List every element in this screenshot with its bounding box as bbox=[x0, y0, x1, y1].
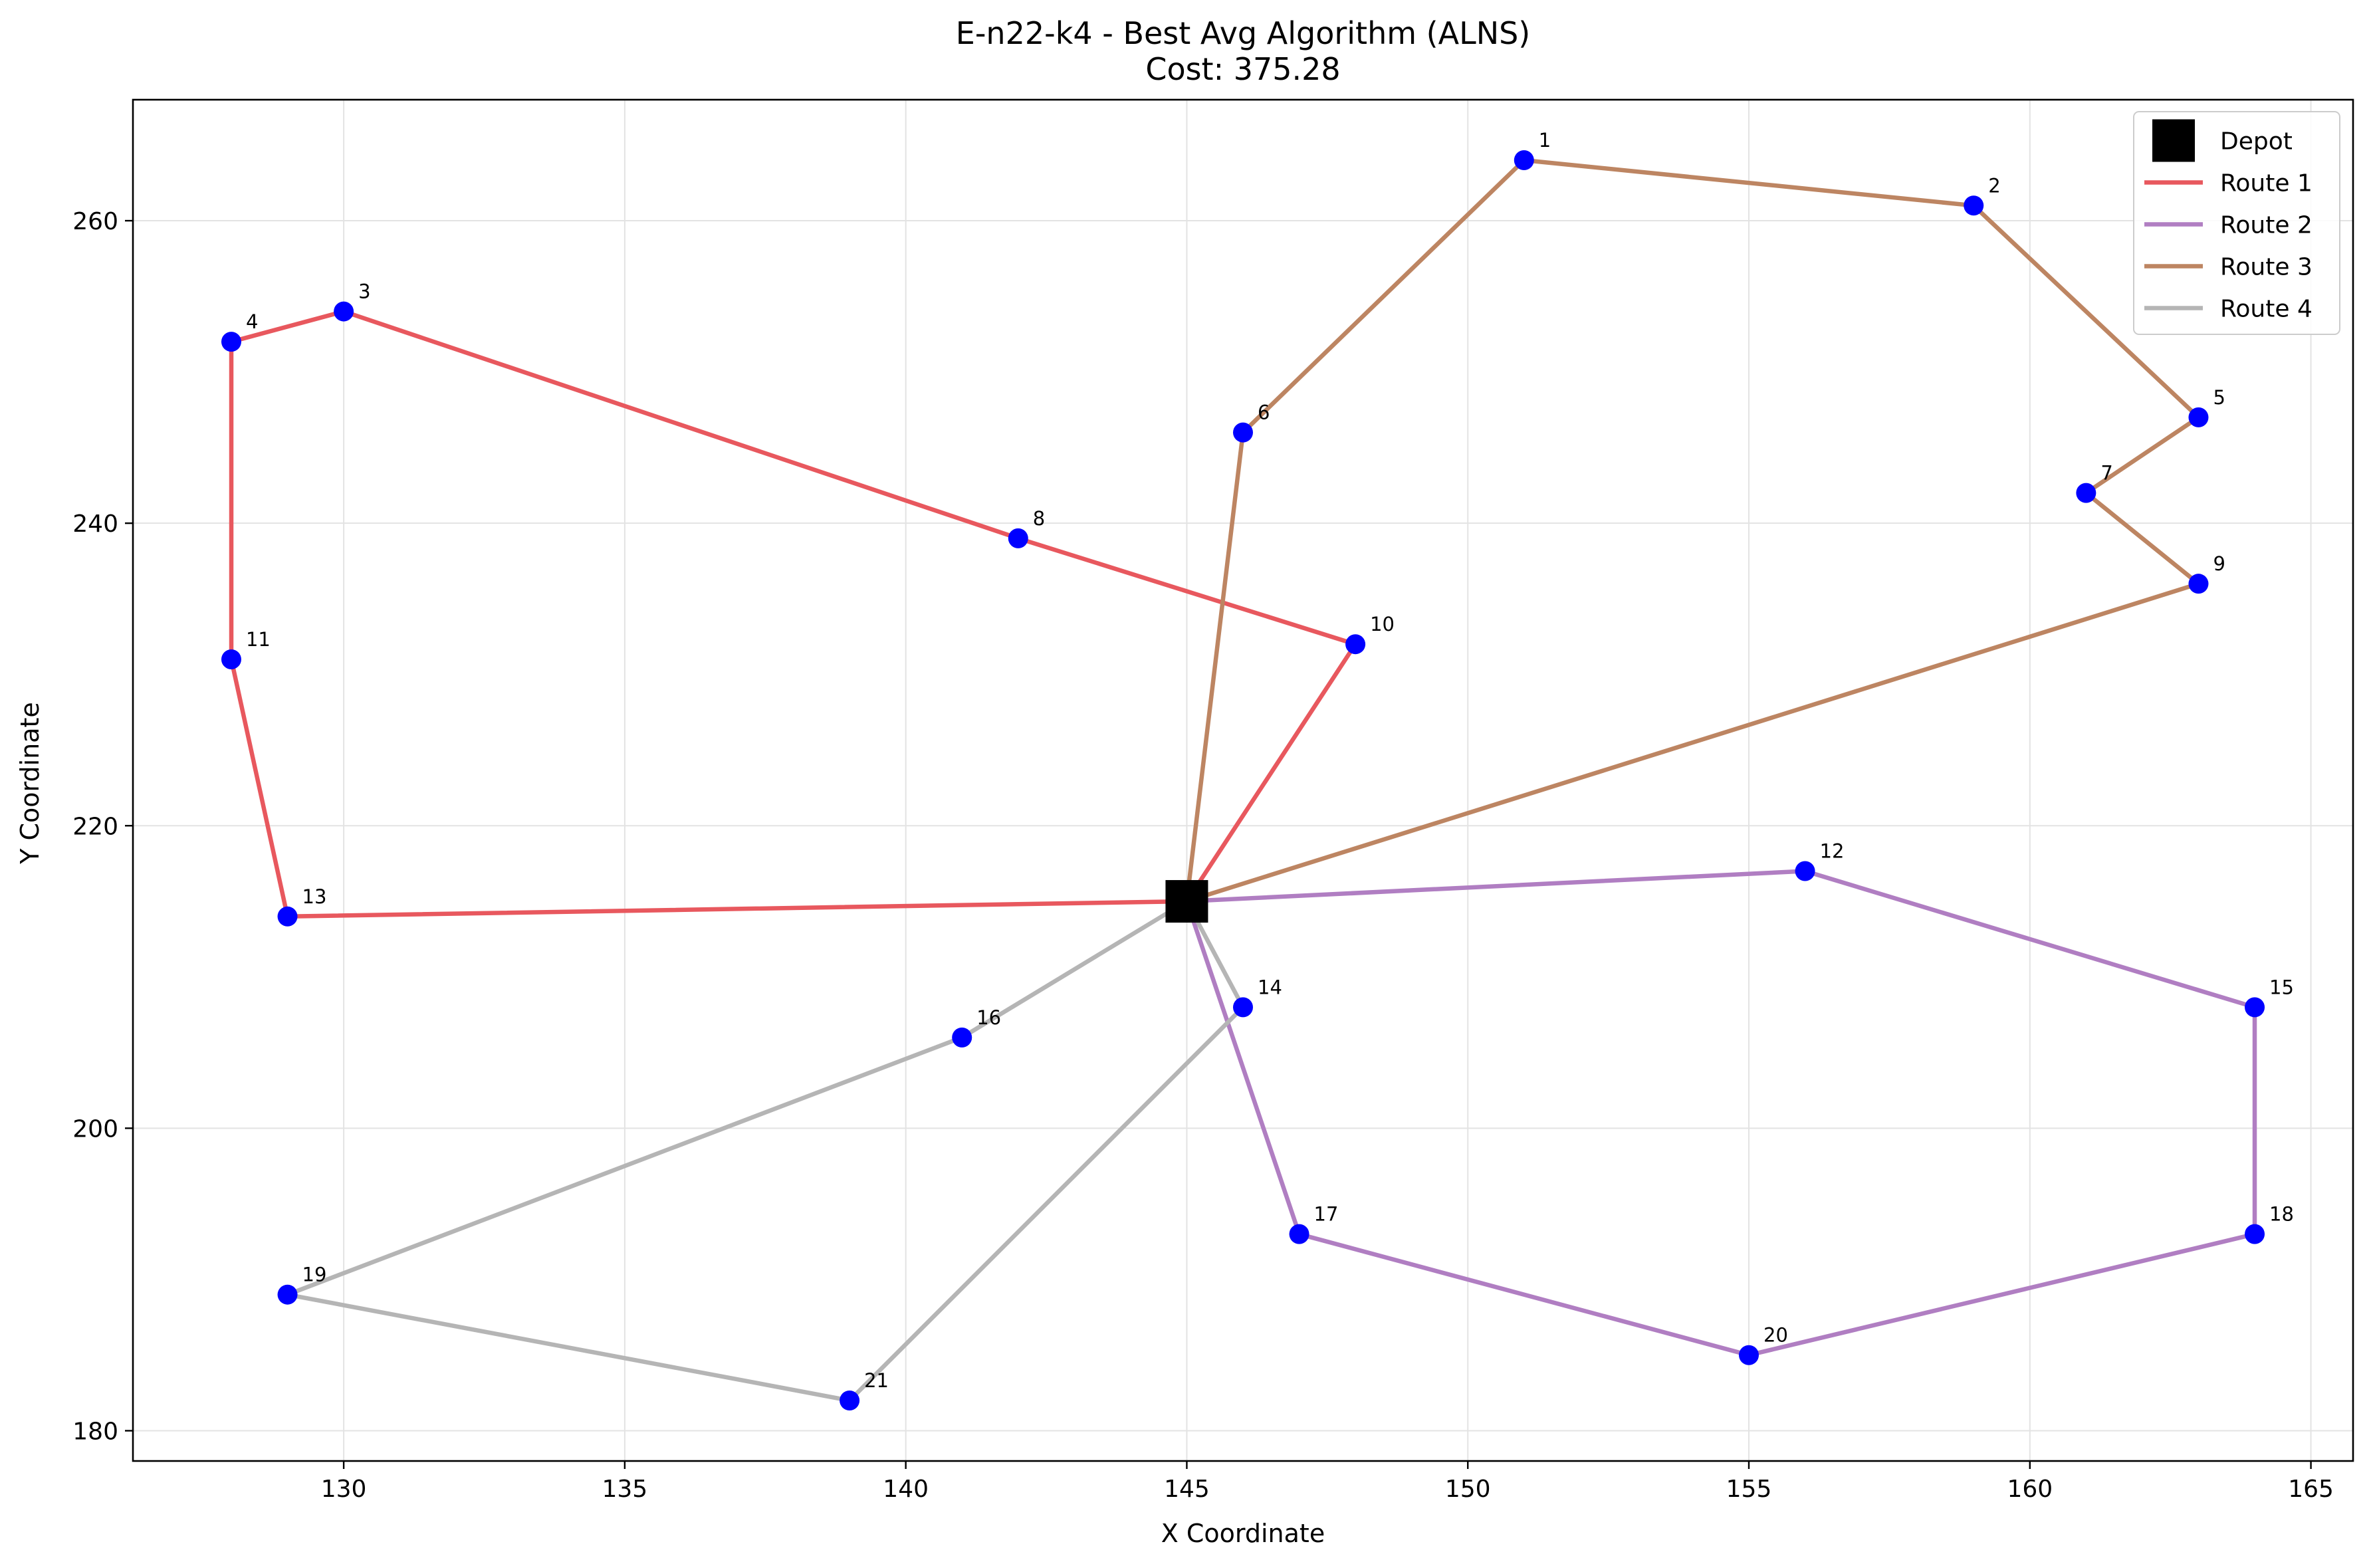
customer-point-18 bbox=[2245, 1224, 2265, 1244]
x-tick-label: 155 bbox=[1726, 1476, 1772, 1503]
depot-marker bbox=[1165, 880, 1208, 923]
customer-label-5: 5 bbox=[2213, 386, 2225, 409]
customer-points bbox=[221, 150, 2265, 1410]
chart-subtitle: Cost: 375.28 bbox=[1145, 51, 1340, 87]
customer-label-21: 21 bbox=[864, 1369, 889, 1392]
x-tick-label: 140 bbox=[883, 1476, 929, 1503]
customer-label-16: 16 bbox=[976, 1006, 1001, 1029]
customer-point-15 bbox=[2245, 997, 2265, 1018]
customer-point-19 bbox=[277, 1284, 298, 1305]
y-tick-label: 200 bbox=[72, 1115, 118, 1143]
depot-marker-group bbox=[1165, 880, 1208, 923]
customer-point-17 bbox=[1289, 1224, 1309, 1244]
legend-route-2-label: Route 2 bbox=[2220, 212, 2313, 239]
x-axis-title: X Coordinate bbox=[1161, 1519, 1325, 1548]
customer-label-17: 17 bbox=[1314, 1203, 1339, 1226]
legend-route-4-label: Route 4 bbox=[2220, 296, 2313, 323]
customer-point-20 bbox=[1739, 1345, 1759, 1365]
customer-point-16 bbox=[952, 1027, 972, 1048]
customer-point-3 bbox=[334, 301, 354, 322]
y-axis-ticks: 180 200 220 240 260 bbox=[72, 208, 133, 1445]
customer-label-18: 18 bbox=[2269, 1203, 2294, 1226]
customer-point-21 bbox=[840, 1390, 860, 1410]
customer-label-13: 13 bbox=[302, 885, 327, 908]
y-tick-label: 220 bbox=[72, 813, 118, 840]
customer-label-19: 19 bbox=[302, 1264, 327, 1286]
customer-point-4 bbox=[221, 332, 241, 352]
customer-point-11 bbox=[221, 649, 241, 669]
x-axis-ticks: 130 135 140 145 150 155 160 165 bbox=[321, 1461, 2334, 1503]
legend-depot-label: Depot bbox=[2220, 128, 2293, 156]
chart-title: E-n22-k4 - Best Avg Algorithm (ALNS) bbox=[956, 15, 1531, 51]
customer-point-10 bbox=[1345, 634, 1366, 655]
x-tick-label: 130 bbox=[321, 1476, 367, 1503]
customer-point-13 bbox=[277, 906, 298, 927]
customer-label-6: 6 bbox=[1258, 401, 1270, 424]
x-tick-label: 135 bbox=[602, 1476, 648, 1503]
customer-point-1 bbox=[1514, 150, 1534, 171]
plot-frame bbox=[132, 98, 2354, 1462]
legend-box bbox=[2133, 111, 2340, 335]
customer-point-7 bbox=[2076, 483, 2096, 503]
customer-label-8: 8 bbox=[1033, 507, 1045, 530]
customer-label-2: 2 bbox=[1988, 174, 2000, 197]
customer-label-4: 4 bbox=[246, 310, 258, 333]
legend-depot-swatch bbox=[2152, 119, 2195, 162]
customer-label-11: 11 bbox=[246, 628, 271, 651]
customer-label-12: 12 bbox=[1820, 840, 1845, 863]
customer-point-8 bbox=[1008, 528, 1028, 548]
customer-point-2 bbox=[1964, 195, 1984, 216]
customer-label-3: 3 bbox=[358, 280, 370, 303]
route-3-line bbox=[1185, 158, 2201, 904]
customer-point-6 bbox=[1233, 422, 1253, 443]
customer-label-14: 14 bbox=[1258, 976, 1282, 998]
legend-route-3-label: Route 3 bbox=[2220, 254, 2313, 281]
customer-label-9: 9 bbox=[2213, 552, 2225, 575]
route-1-line bbox=[229, 309, 1358, 919]
customer-label-1: 1 bbox=[1539, 129, 1551, 152]
x-tick-label: 150 bbox=[1445, 1476, 1491, 1503]
customer-label-20: 20 bbox=[1763, 1324, 1788, 1347]
y-tick-label: 260 bbox=[72, 208, 118, 235]
route-4-line bbox=[285, 899, 1246, 1403]
customer-label-7: 7 bbox=[2100, 462, 2112, 485]
customer-point-9 bbox=[2188, 574, 2209, 594]
x-tick-label: 160 bbox=[2007, 1476, 2053, 1503]
x-tick-label: 145 bbox=[1164, 1476, 1210, 1503]
customer-label-10: 10 bbox=[1370, 613, 1395, 635]
legend-route-1-label: Route 1 bbox=[2220, 170, 2313, 197]
x-tick-label: 165 bbox=[2288, 1476, 2334, 1503]
customer-label-15: 15 bbox=[2269, 976, 2294, 998]
customer-point-5 bbox=[2188, 407, 2209, 427]
customer-point-14 bbox=[1233, 997, 1253, 1018]
y-axis-title: Y Coordinate bbox=[15, 702, 45, 865]
y-tick-label: 180 bbox=[72, 1418, 118, 1445]
customer-point-12 bbox=[1795, 861, 1815, 881]
y-tick-label: 240 bbox=[72, 510, 118, 538]
legend: Depot Route 1 Route 2 Route 3 Route 4 bbox=[2133, 111, 2340, 335]
